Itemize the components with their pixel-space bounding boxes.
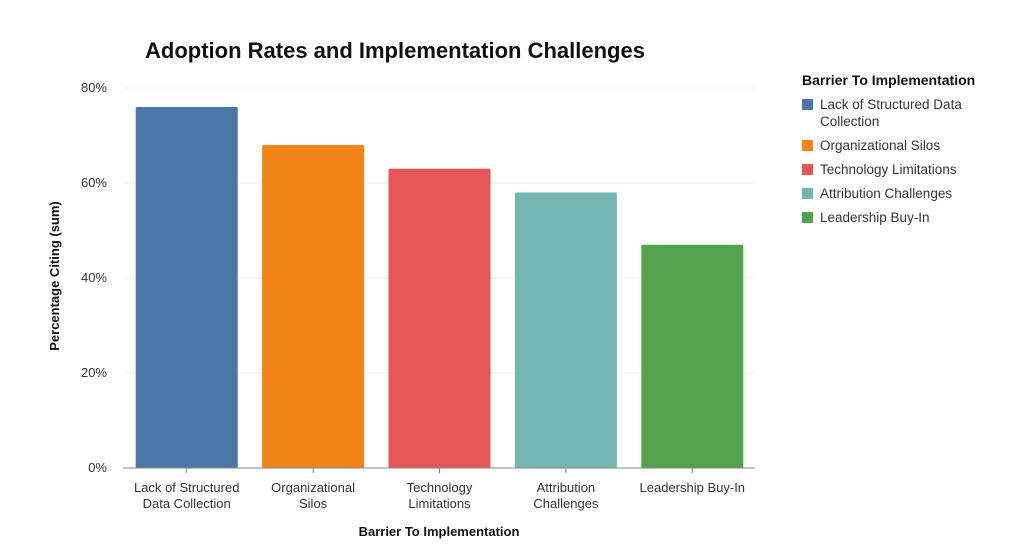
bar[interactable] [262,145,365,468]
legend-title: Barrier To Implementation [802,72,976,88]
legend: Barrier To Implementation Lack of Struct… [802,72,1002,233]
chart-title: Adoption Rates and Implementation Challe… [145,38,645,63]
legend-item[interactable]: Lack of Structured Data Collection [802,96,1002,130]
bar[interactable] [135,107,238,468]
legend-item[interactable]: Organizational Silos [802,137,1002,154]
x-tick-label: Lack of Structured Data Collection [134,480,240,511]
y-axis-title: Percentage Citing (sum) [47,201,62,351]
legend-swatch [802,212,813,223]
legend-swatch [802,140,813,151]
y-axis-ticks: 0% 20% 40% 60% 80% [81,80,107,475]
x-tick-label: Organizational Silos [271,480,355,511]
bars [135,107,744,469]
legend-label: Attribution Challenges [820,186,953,201]
bar[interactable] [514,192,617,469]
legend-label: Leadership Buy-In [820,210,930,225]
x-axis-ticks: Lack of Structured Data Collection Organiz… [134,468,745,511]
legend-item[interactable]: Attribution Challenges [802,185,1002,202]
legend-item[interactable]: Technology Limitations [802,161,1002,178]
x-tick-label: Technology Limitations [407,480,473,511]
legend-swatch [802,164,813,175]
legend-swatch [802,188,813,199]
legend-item[interactable]: Leadership Buy-In [802,209,1002,226]
legend-label: Lack of Structured Data Collection [820,97,962,129]
y-tick-label: 20% [81,365,107,380]
y-tick-label: 80% [81,80,107,95]
bar[interactable] [641,244,744,468]
y-tick-label: 0% [88,460,107,475]
x-axis-title: Barrier To Implementation [359,524,520,539]
legend-swatch [802,99,813,110]
legend-label: Technology Limitations [820,162,957,177]
y-tick-label: 40% [81,270,107,285]
legend-items: Lack of Structured Data Collection Organi… [802,96,1002,226]
legend-label: Organizational Silos [820,138,941,153]
x-tick-label: Attribution Challenges [533,480,599,511]
bar[interactable] [388,168,491,468]
x-tick-label: Leadership Buy-In [640,480,746,495]
y-tick-label: 60% [81,175,107,190]
